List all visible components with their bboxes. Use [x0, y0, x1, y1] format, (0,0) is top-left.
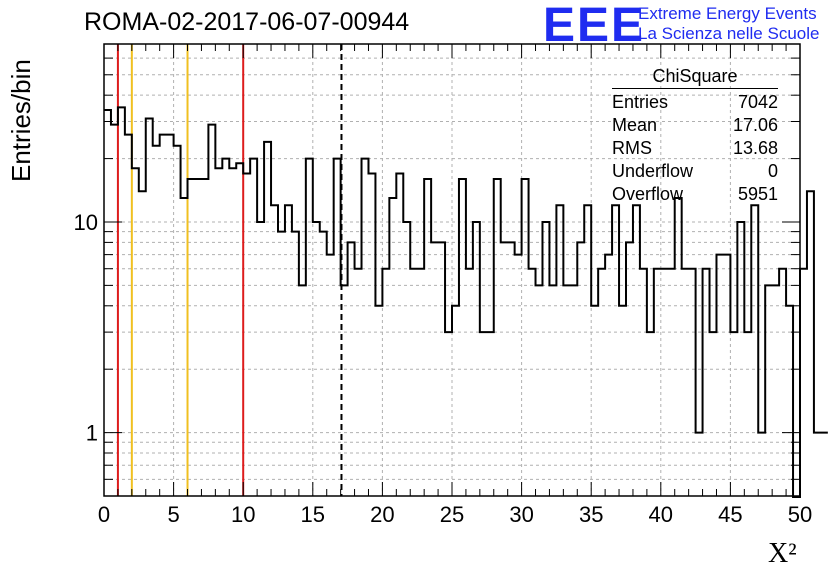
x-tick-label: 0: [98, 502, 110, 527]
x-tick-label: 15: [301, 502, 325, 527]
reference-lines: [116, 44, 343, 496]
stats-value: 0: [767, 161, 778, 181]
stats-row-overflow: Overflow 5951: [612, 183, 778, 206]
stats-label: Underflow: [612, 161, 694, 181]
x-tick-label: 30: [509, 502, 533, 527]
chart-title: ROMA-02-2017-06-07-00944: [84, 8, 410, 36]
stats-row-underflow: Underflow 0: [612, 160, 778, 183]
stats-row-mean: Mean 17.06: [612, 114, 778, 137]
eee-logo: EEE: [543, 0, 646, 52]
x-tick-label: 20: [370, 502, 394, 527]
stats-row-rms: RMS 13.68: [612, 137, 778, 160]
y-tick-label: 1: [86, 421, 98, 446]
x-tick-label: 10: [231, 502, 255, 527]
stats-label: Overflow: [612, 184, 684, 204]
axis-ticks: [103, 43, 801, 497]
x-tick-label: 50: [788, 502, 812, 527]
stats-value: 17.06: [732, 115, 778, 135]
stats-title: ChiSquare: [612, 66, 778, 89]
x-tick-label: 45: [718, 502, 742, 527]
stats-value: 13.68: [732, 138, 778, 158]
logo-line-1: Extreme Energy Events: [638, 4, 817, 23]
x-tick-label: 40: [649, 502, 673, 527]
histogram-series: [104, 106, 828, 498]
x-tick-label: 5: [167, 502, 179, 527]
stats-value: 7042: [737, 92, 778, 112]
stats-label: Mean: [612, 115, 658, 135]
axis-tick-labels: 0 5 10 15 20 25 30 35 40 45 50 1 10: [74, 210, 813, 527]
stats-label: Entries: [612, 92, 669, 112]
x-tick-label: 35: [579, 502, 603, 527]
x-axis-label: X²: [768, 538, 797, 569]
stats-row-entries: Entries 7042: [612, 91, 778, 114]
stats-box: ChiSquare Entries 7042 Mean 17.06 RMS 13…: [612, 66, 778, 206]
stats-label: RMS: [612, 138, 652, 158]
y-tick-label: 10: [74, 210, 98, 235]
stats-value: 5951: [737, 184, 778, 204]
logo-line-2: La Scienza nelle Scuole: [638, 24, 820, 43]
y-axis-label: Entries/bin: [6, 59, 36, 182]
x-tick-label: 25: [440, 502, 464, 527]
